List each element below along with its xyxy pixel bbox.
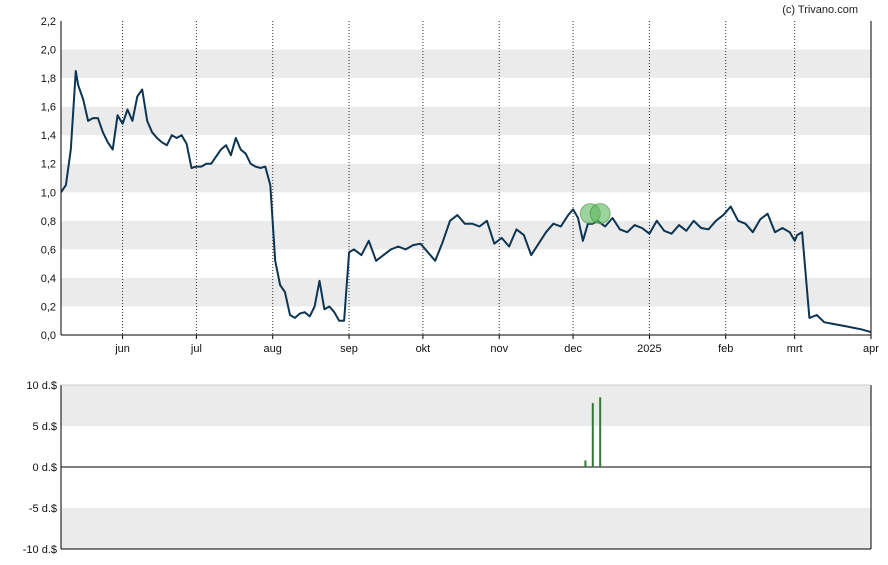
volume-band [61,385,871,426]
volume-bar [591,403,594,467]
volume-y-tick-label: 10 d.$ [26,380,57,392]
price-x-tick-label: sep [340,343,358,355]
price-y-tick-label: 1,6 [41,102,56,114]
price-x-tick-label: dec [564,343,582,355]
price-y-tick-label: 1,2 [41,159,56,171]
price-y-tick-label: 1,4 [41,130,56,142]
credit-text: (c) Trivano.com [782,4,858,16]
volume-y-tick-label: -10 d.$ [23,544,57,556]
price-y-tick-label: 0,6 [41,244,56,256]
price-y-tick-label: 0,0 [41,330,56,342]
volume-y-tick-label: -5 d.$ [29,503,57,515]
price-x-tick-label: jun [114,343,130,355]
price-x-tick-label: feb [718,343,733,355]
price-x-tick-label: nov [490,343,508,355]
volume-y-tick-label: 0 d.$ [33,462,57,474]
volume-y-tick-label: 5 d.$ [33,421,57,433]
volume-bar [584,460,587,467]
price-x-tick-label: jul [190,343,202,355]
price-series-line [60,70,872,334]
price-y-tick-label: 2,0 [41,45,56,57]
volume-panel: 10 d.$ 5 d.$ 0 d.$ -5 d.$ -10 d.$ [23,380,872,556]
price-y-tick-label: 2,2 [41,16,56,28]
price-x-tick-label: aug [264,343,282,355]
price-x-tick-label: mrt [787,343,803,355]
price-y-tick-label: 0,4 [41,273,56,285]
price-band [61,220,871,250]
price-band [61,106,871,136]
price-band [61,163,871,193]
price-panel: 0,0 0,2 0,4 0,6 0,8 1,0 1,2 1,4 1,6 1,8 2,0 2,2 jun j… [41,16,880,355]
price-y-tick-label: 1,8 [41,73,56,85]
volume-band [61,508,871,549]
price-y-tick-label: 1,0 [41,187,56,199]
price-y-tick-label: 0,2 [41,301,56,313]
price-x-tick-label: 2025 [637,343,661,355]
price-band [61,277,871,307]
event-marker [589,203,611,225]
price-y-tick-label: 0,8 [41,216,56,228]
price-x-tick-label: okt [416,343,431,355]
price-band [61,49,871,79]
price-x-tick-label: apr [863,343,879,355]
volume-bar [599,397,602,467]
